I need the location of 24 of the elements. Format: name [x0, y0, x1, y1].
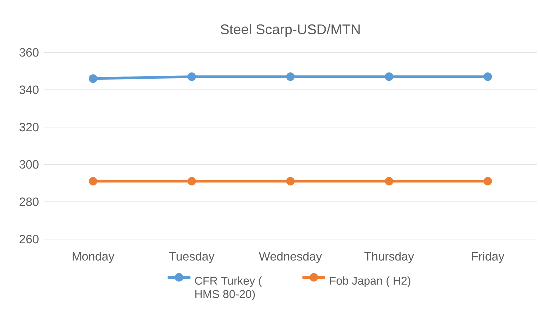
point: [286, 72, 295, 82]
chart-title: Steel Scarp-USD/MTN: [220, 24, 360, 38]
point: [89, 74, 98, 84]
y-tick-label: 340: [20, 86, 39, 94]
x-tick-label: Wednesday: [259, 252, 322, 264]
point: [89, 177, 98, 186]
y-tick-label: 260: [20, 235, 39, 244]
point: [484, 177, 492, 186]
legend-label: Fob Japan ( H2): [330, 276, 411, 288]
x-tick-label: Friday: [472, 252, 505, 264]
x-tick-label: Monday: [72, 252, 115, 264]
y-tick-label: 280: [20, 198, 39, 206]
x-tick-label: Tuesday: [169, 252, 215, 264]
point: [385, 177, 394, 186]
point: [385, 72, 394, 82]
point: [484, 72, 492, 82]
legend-label: CFR Turkey ( HMS 80-20): [195, 276, 262, 301]
y-tick-label: 300: [20, 160, 39, 169]
y-tick-label: 320: [20, 123, 39, 132]
point: [188, 72, 196, 82]
point: [286, 177, 295, 186]
point: [188, 177, 196, 186]
y-tick-label: 360: [20, 48, 39, 57]
x-tick-label: Thursday: [364, 252, 414, 264]
